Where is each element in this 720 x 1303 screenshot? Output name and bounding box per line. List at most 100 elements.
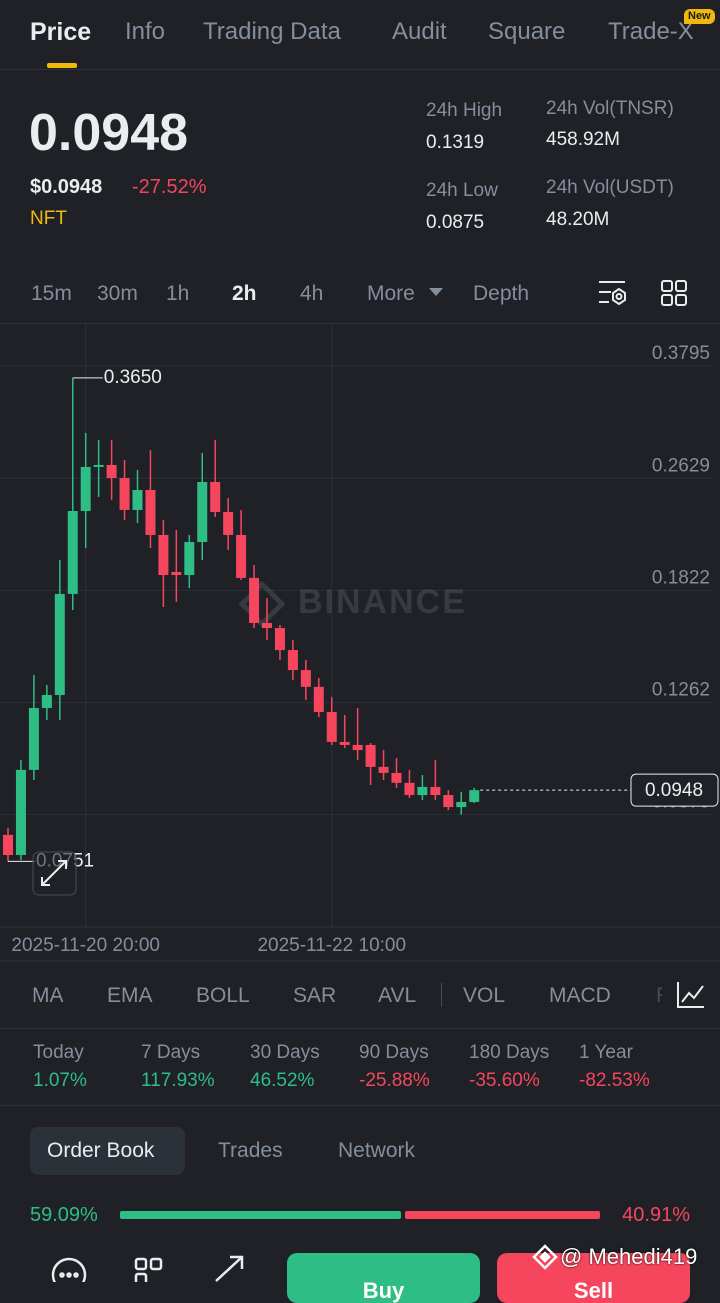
interval[interactable]: 30m xyxy=(97,282,138,305)
candle-body xyxy=(443,795,454,808)
interval[interactable]: 4h xyxy=(300,282,324,305)
interval[interactable]: Depth xyxy=(473,282,530,305)
tab[interactable]: Square xyxy=(488,18,566,45)
x-tick-label: 2025-11-22 10:00 xyxy=(257,935,406,956)
candle-body xyxy=(210,481,221,513)
candle-body xyxy=(132,489,143,510)
tag[interactable]: NFT xyxy=(30,208,67,229)
candle-body xyxy=(262,622,272,629)
candle-body xyxy=(274,628,285,651)
stat-value: 458.92M xyxy=(546,129,620,150)
indicator[interactable]: VOL xyxy=(463,984,506,1007)
price-change: -27.52% xyxy=(132,176,207,198)
sell-label[interactable]: Sell xyxy=(573,1278,614,1303)
layout-icon[interactable] xyxy=(660,279,688,307)
period-change: -82.53% xyxy=(579,1070,650,1091)
stat-label: 24h High xyxy=(426,100,503,121)
period-label: 90 Days xyxy=(359,1042,429,1063)
candle-body xyxy=(456,802,467,808)
indicator[interactable]: MA xyxy=(32,984,64,1007)
candle-body xyxy=(236,534,247,578)
expand-icon xyxy=(41,860,67,886)
y-tick-label: 0.2629 xyxy=(652,455,710,476)
tab[interactable]: Info xyxy=(125,18,166,45)
buy-label[interactable]: Buy xyxy=(362,1278,405,1303)
book-tab[interactable]: Network xyxy=(338,1139,416,1162)
candle-body xyxy=(3,834,13,855)
tab[interactable]: Price xyxy=(30,18,92,46)
indicator[interactable]: AVL xyxy=(378,984,417,1007)
period-change: 117.93% xyxy=(141,1070,215,1091)
candle-body xyxy=(15,769,26,855)
indicator[interactable]: SAR xyxy=(293,984,337,1007)
candle-body xyxy=(119,478,130,510)
watermark: @ Mehedi419 xyxy=(560,1244,698,1269)
candle-body xyxy=(171,571,182,575)
candle-body xyxy=(404,782,415,796)
book-tab[interactable]: Trades xyxy=(218,1139,283,1162)
interval[interactable]: More xyxy=(367,282,415,305)
period-change: 1.07% xyxy=(33,1070,87,1091)
candle-body xyxy=(469,790,480,803)
candle-body xyxy=(391,772,402,783)
ratio-bar xyxy=(405,1211,600,1219)
high-label: 0.3650 xyxy=(104,367,162,388)
stat-label: 24h Low xyxy=(426,180,498,201)
dropdown-icon xyxy=(429,288,443,296)
tab-indicator xyxy=(47,63,77,68)
candle-body xyxy=(378,766,389,773)
candle-body xyxy=(93,464,104,467)
candle-body xyxy=(300,670,311,687)
book-tab[interactable]: Order Book xyxy=(47,1139,155,1162)
candle-body xyxy=(287,650,298,671)
chart-watermark: BINANCE xyxy=(298,583,467,621)
settings-icon[interactable] xyxy=(597,279,629,309)
indicator[interactable]: MACD xyxy=(549,984,611,1007)
expand-button[interactable] xyxy=(32,851,77,896)
period-change: -35.60% xyxy=(469,1070,540,1091)
candle-body xyxy=(80,466,91,512)
indicator[interactable]: BOLL xyxy=(196,984,250,1007)
candle-body xyxy=(417,786,428,796)
new-badge: New xyxy=(684,9,715,24)
candle-body xyxy=(313,686,324,713)
tab[interactable]: Trading Data xyxy=(203,18,341,45)
stat-label: 24h Vol(TNSR) xyxy=(546,98,674,119)
interval[interactable]: 2h xyxy=(232,282,257,305)
interval[interactable]: 15m xyxy=(31,282,72,305)
candle-body xyxy=(106,464,117,479)
candle-body xyxy=(352,744,363,751)
bottom-icons[interactable] xyxy=(50,1253,250,1282)
indicator[interactable]: EMA xyxy=(107,984,153,1007)
stat-value: 0.0875 xyxy=(426,212,485,233)
separator xyxy=(441,983,442,1007)
period-change: 46.52% xyxy=(250,1070,315,1091)
candle-body xyxy=(28,708,39,770)
watermark-logo xyxy=(532,1244,558,1270)
y-tick-label: 0.3795 xyxy=(652,343,710,364)
candle-body xyxy=(430,786,441,796)
price-tag xyxy=(630,773,719,807)
candle-body xyxy=(67,511,78,594)
indicator-settings-icon[interactable] xyxy=(676,980,706,1010)
candle-body xyxy=(197,481,208,543)
tab[interactable]: Trade-X xyxy=(608,18,694,45)
buy-ratio: 59.09% xyxy=(30,1204,98,1226)
candle-body xyxy=(54,593,65,696)
divider xyxy=(0,1028,720,1029)
stat-label: 24h Vol(USDT) xyxy=(546,177,674,198)
candle-body xyxy=(184,542,195,575)
candle-body xyxy=(223,512,234,535)
y-tick-label: 0.1262 xyxy=(652,680,710,701)
tab[interactable]: Audit xyxy=(392,18,447,45)
divider xyxy=(0,69,720,70)
stat-value: 0.1319 xyxy=(426,132,485,153)
interval[interactable]: 1h xyxy=(166,282,190,305)
last-price: 0.0948 xyxy=(29,104,189,162)
period-label: Today xyxy=(33,1042,84,1063)
active-tab-bg xyxy=(30,1127,185,1175)
candle-body xyxy=(365,744,376,767)
candle-body xyxy=(249,577,260,623)
